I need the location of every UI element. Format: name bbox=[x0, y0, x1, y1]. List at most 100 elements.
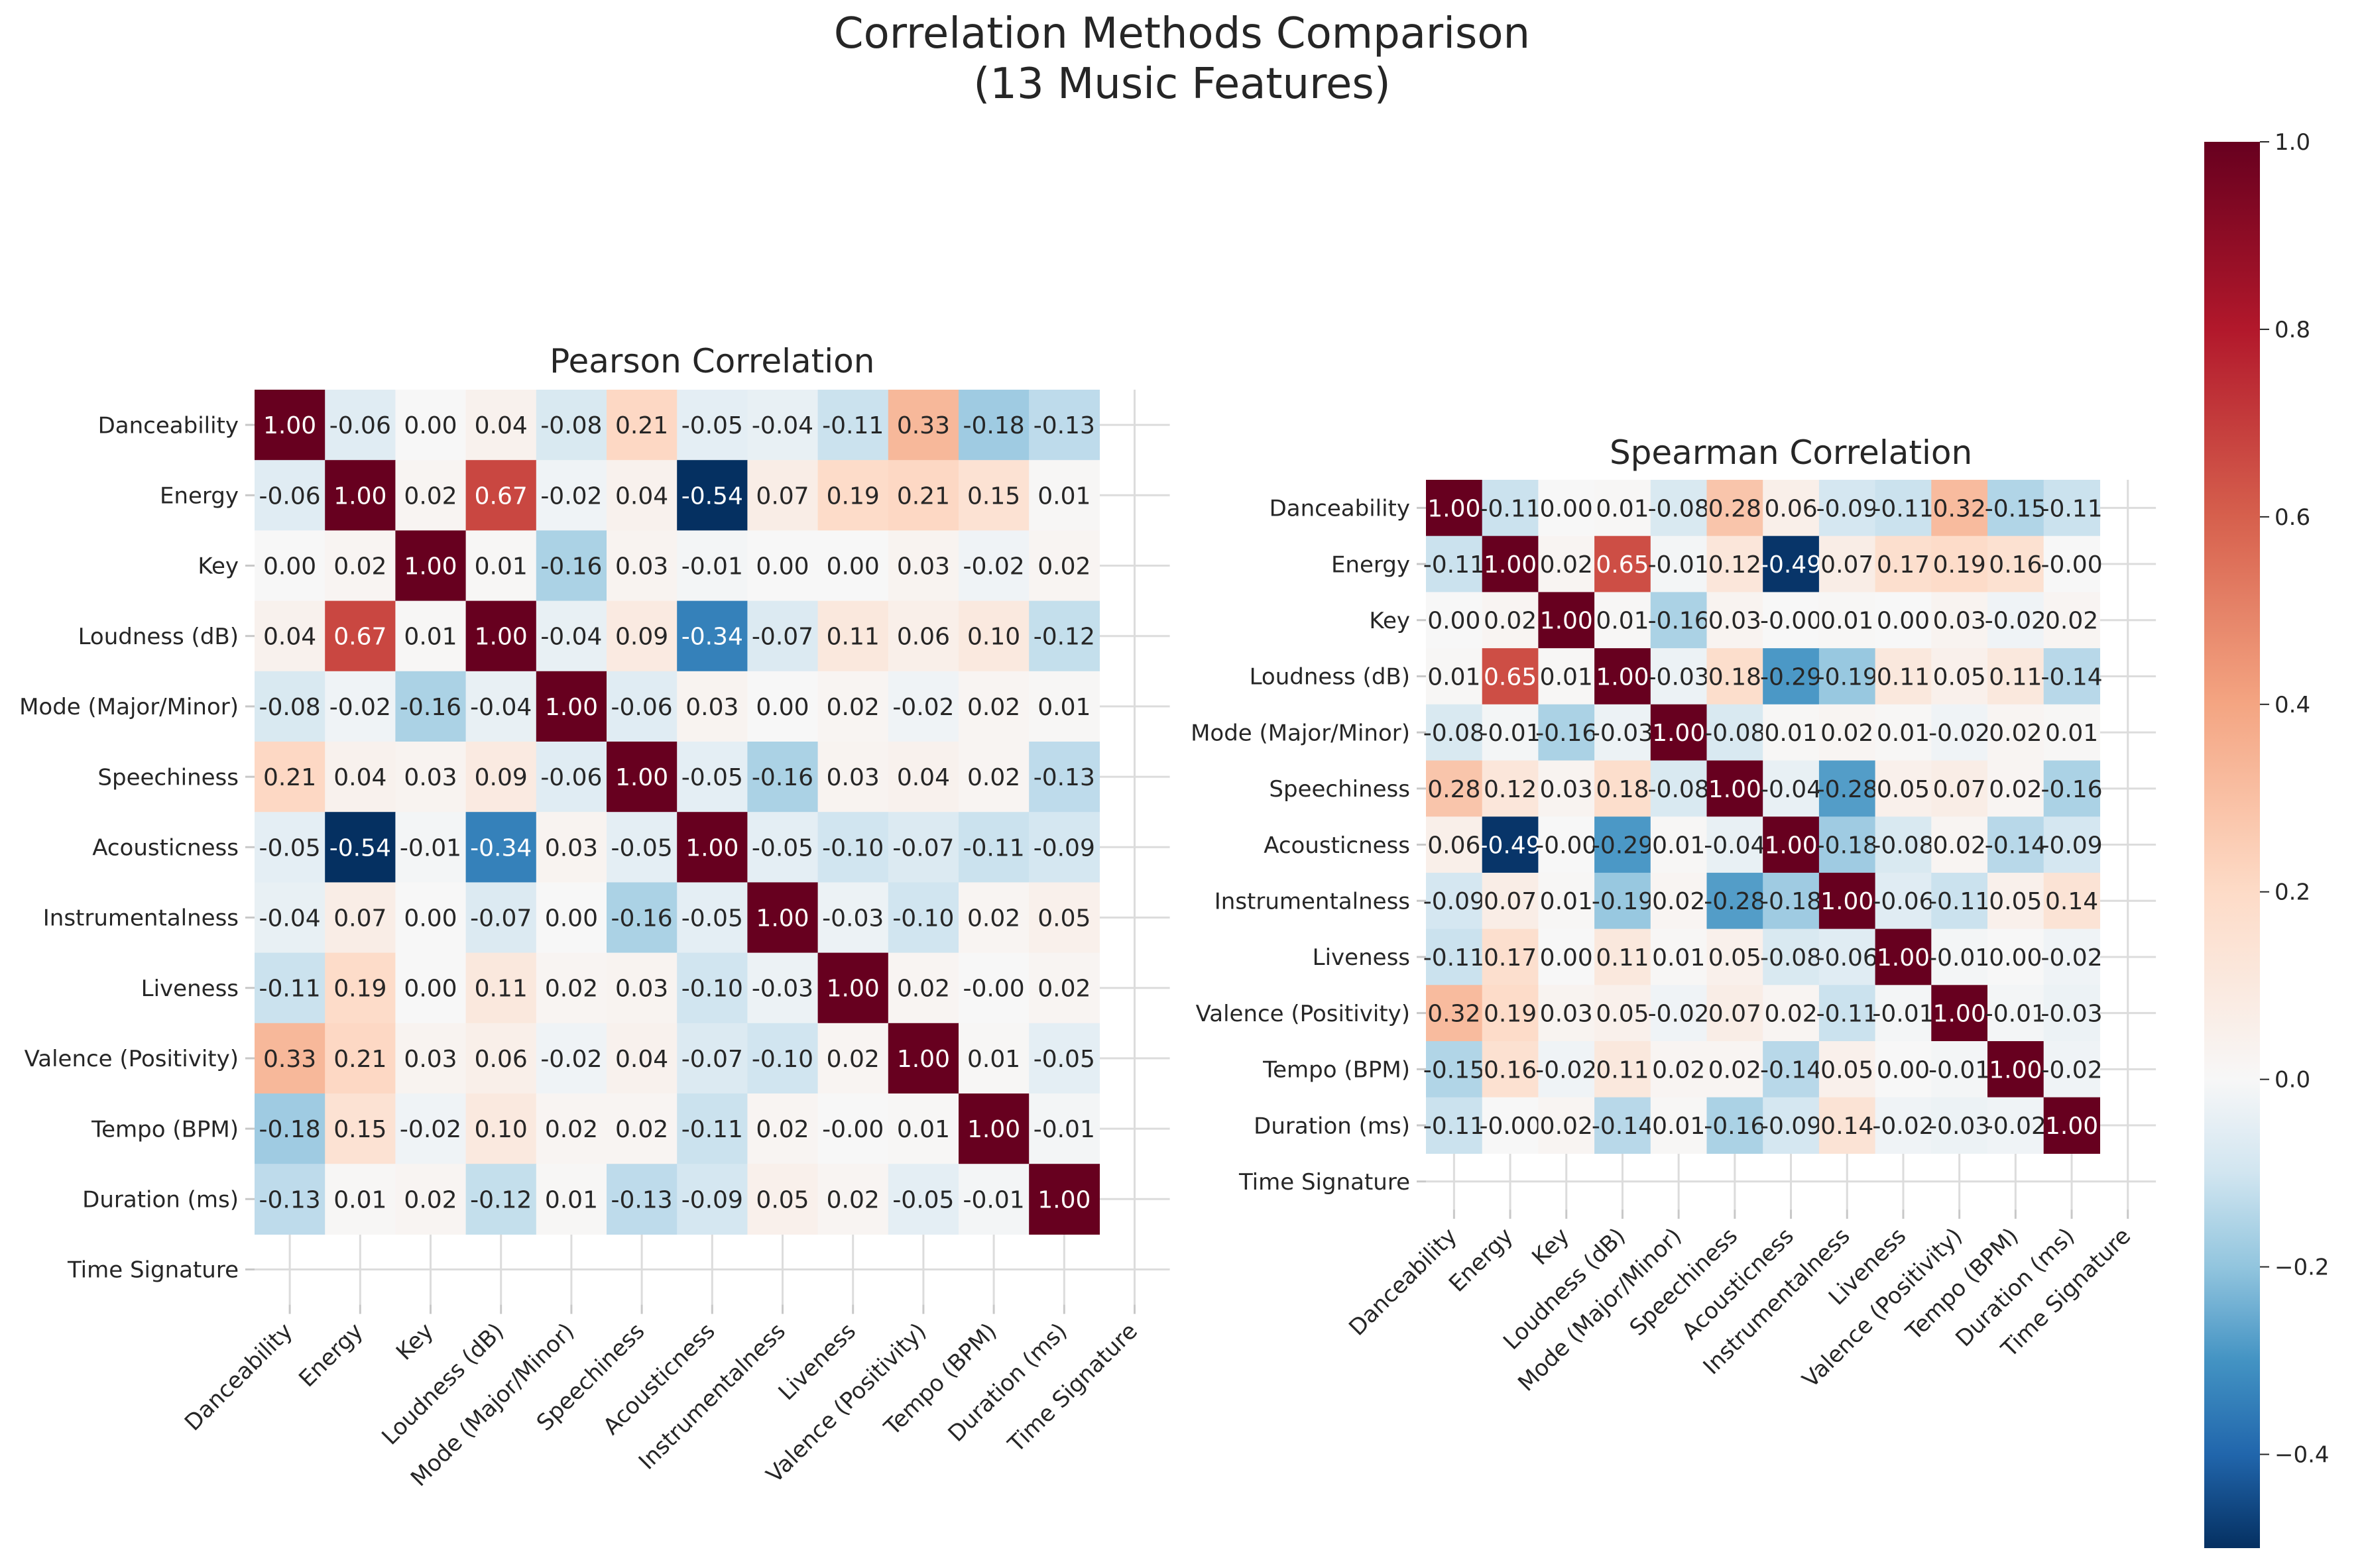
pearson-cell bbox=[817, 460, 889, 531]
pearson-cell bbox=[255, 671, 325, 742]
spearman-ytick-mode-major-minor: Mode (Major/Minor) bbox=[1191, 720, 1410, 746]
pearson-cell-label: 0.03 bbox=[545, 834, 598, 862]
pearson-cell bbox=[817, 530, 889, 602]
pearson-cell bbox=[677, 742, 748, 812]
spearman-cell-label: 0.12 bbox=[1484, 776, 1537, 803]
spearman-cell-label: -0.08 bbox=[1872, 832, 1934, 860]
spearman-cell bbox=[1987, 928, 2044, 985]
spearman-cell bbox=[1818, 816, 1876, 873]
spearman-cell-label: 0.05 bbox=[1708, 944, 1761, 972]
pearson-cell-label: 0.11 bbox=[827, 624, 880, 651]
spearman-cell bbox=[2043, 928, 2100, 985]
spearman-cell-label: 0.19 bbox=[1484, 1001, 1537, 1028]
pearson-cell-label: -0.02 bbox=[329, 694, 391, 721]
pearson-cell bbox=[747, 600, 819, 672]
spearman-cell bbox=[1538, 1097, 1595, 1154]
spearman-cell-label: -0.00 bbox=[1760, 608, 1822, 635]
pearson-cell bbox=[465, 1093, 537, 1164]
spearman-cell-label: 0.06 bbox=[1427, 832, 1480, 860]
pearson-cell-label: -0.13 bbox=[259, 1186, 321, 1213]
figure-title-line1: Correlation Methods Comparison bbox=[834, 9, 1530, 58]
spearman-cell-label: 0.02 bbox=[1764, 1001, 1817, 1028]
pearson-cell-label: 1.00 bbox=[685, 834, 739, 862]
spearman-cell-label: -0.14 bbox=[2040, 663, 2102, 691]
pearson-cell bbox=[395, 671, 467, 742]
pearson-cell bbox=[536, 671, 607, 742]
pearson-cell bbox=[1029, 952, 1100, 1024]
spearman-cell bbox=[1931, 985, 1988, 1042]
spearman-cell-label: 0.01 bbox=[1596, 608, 1649, 635]
spearman-cell bbox=[1875, 535, 1932, 592]
spearman-ytick-acousticness: Acousticness bbox=[1264, 832, 1410, 859]
pearson-cell bbox=[747, 671, 819, 742]
spearman-cell-label: 1.00 bbox=[1596, 663, 1649, 691]
pearson-cell bbox=[747, 882, 819, 954]
spearman-cell bbox=[1706, 1041, 1763, 1098]
pearson-cell bbox=[325, 530, 396, 602]
spearman-cell-label: 0.11 bbox=[1596, 944, 1649, 972]
pearson-cell-label: -0.11 bbox=[681, 1116, 743, 1143]
spearman-ytick-tempo-bpm: Tempo (BPM) bbox=[1262, 1057, 1410, 1084]
spearman-cell-label: -0.01 bbox=[1872, 1001, 1934, 1028]
pearson-cell-label: 0.04 bbox=[475, 412, 528, 439]
spearman-cell bbox=[1818, 928, 1876, 985]
spearman-cell-label: -0.02 bbox=[1872, 1113, 1934, 1140]
pearson-cell-label: 0.02 bbox=[545, 976, 598, 1003]
pearson-cell-label: -0.11 bbox=[259, 976, 321, 1003]
spearman-cell-label: 1.00 bbox=[1708, 776, 1761, 803]
spearman-cell-label: 0.06 bbox=[1764, 495, 1817, 522]
pearson-cell bbox=[536, 952, 607, 1024]
spearman-cell bbox=[1426, 535, 1483, 592]
spearman-cell-label: 0.03 bbox=[1933, 608, 1986, 635]
pearson-cell bbox=[677, 812, 748, 883]
pearson-cell-label: 0.15 bbox=[967, 482, 1020, 510]
spearman-cell bbox=[1763, 1041, 1820, 1098]
spearman-cell bbox=[1987, 1041, 2044, 1098]
spearman-cell-label: 0.03 bbox=[1708, 608, 1761, 635]
pearson-cell bbox=[395, 460, 467, 531]
spearman-cell-label: 0.65 bbox=[1484, 663, 1537, 691]
pearson-cell-label: 0.00 bbox=[263, 553, 316, 580]
colorbar-tick-label: 1.0 bbox=[2275, 129, 2310, 156]
spearman-cell bbox=[1426, 1097, 1483, 1154]
spearman-cell bbox=[1594, 592, 1651, 649]
pearson-cell bbox=[888, 671, 959, 742]
spearman-cell bbox=[1426, 704, 1483, 761]
spearman-cell bbox=[1706, 1097, 1763, 1154]
spearman-cell bbox=[1763, 928, 1820, 985]
spearman-cell bbox=[1426, 928, 1483, 985]
pearson-cell bbox=[536, 812, 607, 883]
spearman-cell bbox=[1650, 592, 1708, 649]
pearson-cell-label: 1.00 bbox=[263, 412, 316, 439]
spearman-cell-label: 0.14 bbox=[2045, 888, 2098, 915]
pearson-cell-label: -0.03 bbox=[752, 976, 813, 1003]
spearman-cell-label: -0.02 bbox=[2040, 1056, 2102, 1084]
spearman-cell bbox=[1763, 704, 1820, 761]
pearson-cell-label: -0.04 bbox=[752, 412, 813, 439]
pearson-cell bbox=[325, 742, 396, 812]
spearman-cell bbox=[1426, 480, 1483, 537]
spearman-cell-label: 0.01 bbox=[1820, 608, 1873, 635]
pearson-cell-label: 1.00 bbox=[615, 764, 668, 791]
spearman-cell-label: -0.02 bbox=[1535, 1056, 1597, 1084]
pearson-cell bbox=[607, 600, 678, 672]
pearson-cell-label: -0.02 bbox=[540, 482, 602, 510]
pearson-cell-label: 0.33 bbox=[263, 1046, 316, 1073]
spearman-cell bbox=[1931, 480, 1988, 537]
pearson-cell-label: -0.11 bbox=[822, 412, 884, 439]
spearman-cell bbox=[1763, 985, 1820, 1042]
spearman-cell-label: 0.07 bbox=[1820, 551, 1873, 579]
pearson-cell bbox=[536, 390, 607, 461]
spearman-cell bbox=[1650, 480, 1708, 537]
pearson-cell bbox=[1029, 530, 1100, 602]
spearman-cell bbox=[2043, 592, 2100, 649]
spearman-chart-title: Spearman Correlation bbox=[1610, 433, 1972, 472]
pearson-cell-label: -0.06 bbox=[611, 694, 673, 721]
colorbar-tick-label: 0.4 bbox=[2275, 692, 2310, 718]
spearman-cell bbox=[1931, 592, 1988, 649]
pearson-cell-label: 0.01 bbox=[897, 1116, 950, 1143]
spearman-cell-label: 1.00 bbox=[1484, 551, 1537, 579]
pearson-cell-label: 0.04 bbox=[333, 764, 386, 791]
pearson-cell-label: -0.04 bbox=[470, 694, 532, 721]
spearman-cell bbox=[1594, 535, 1651, 592]
